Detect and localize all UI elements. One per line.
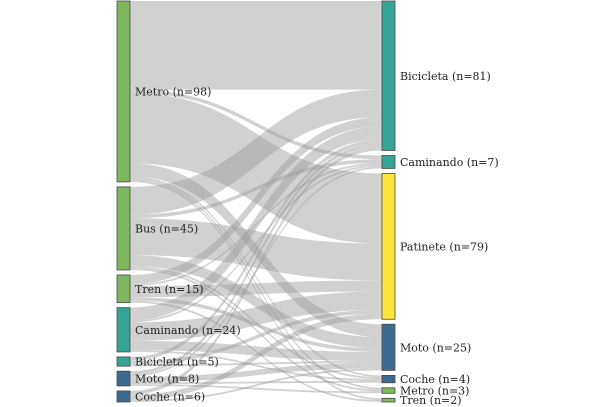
sankey-nodes xyxy=(116,0,396,403)
label-t-metro: Metro (n=3) xyxy=(400,385,469,398)
link-moto-to-caminando xyxy=(130,166,382,377)
link-caminando-to-caminando xyxy=(130,164,382,323)
link-bicicleta-to-bicicleta xyxy=(130,139,382,361)
link-tren-to-moto xyxy=(130,297,382,352)
link-bus-to-coche xyxy=(130,266,382,380)
node-t-tren xyxy=(381,397,396,403)
label-t-moto: Moto (n=25) xyxy=(400,341,471,354)
link-bicicleta-to-moto xyxy=(130,361,382,367)
link-moto-to-metro xyxy=(130,384,382,394)
link-metro-to-patinete xyxy=(130,93,382,244)
link-bus-to-moto xyxy=(130,255,382,349)
label-s-coche: Coche (n=6) xyxy=(135,390,205,403)
node-t-patinete xyxy=(381,173,396,320)
sankey-labels: Metro (n=98) Bus (n=45) Tren (n=15) Caminan… xyxy=(135,70,499,407)
link-tren-to-patinete xyxy=(130,280,382,298)
label-t-caminando: Caminando (n=7) xyxy=(400,156,499,169)
link-caminando-to-moto xyxy=(130,340,382,362)
link-coche-to-patinete xyxy=(130,313,382,401)
link-moto-to-moto xyxy=(130,363,382,383)
label-t-coche: Coche (n=4) xyxy=(400,373,470,386)
node-s-tren xyxy=(116,274,131,304)
node-t-coche xyxy=(381,374,396,384)
node-s-metro xyxy=(116,0,131,183)
node-t-caminando xyxy=(381,155,396,169)
link-tren-to-bicicleta xyxy=(130,117,382,285)
label-t-tren: Tren (n=2) xyxy=(400,394,462,407)
sankey-links xyxy=(130,1,382,402)
label-s-tren: Tren (n=15) xyxy=(135,283,204,296)
link-tren-to-tren xyxy=(130,300,382,402)
link-bus-to-bicicleta xyxy=(130,89,382,215)
link-moto-to-coche xyxy=(130,380,382,385)
node-t-moto xyxy=(381,323,396,371)
node-s-bus xyxy=(116,186,131,271)
label-t-patinete: Patinete (n=79) xyxy=(400,240,488,253)
link-metro-to-coche xyxy=(130,176,382,378)
link-coche-to-bicicleta xyxy=(130,146,382,395)
link-bus-to-patinete xyxy=(130,218,382,281)
link-tren-to-caminando xyxy=(130,162,382,287)
link-metro-to-moto xyxy=(130,163,382,338)
node-s-caminando xyxy=(116,307,131,353)
link-metro-to-caminando xyxy=(130,89,382,160)
link-bus-to-metro xyxy=(130,268,382,392)
link-moto-to-bicicleta xyxy=(130,143,382,375)
label-s-metro: Metro (n=98) xyxy=(135,85,211,98)
link-metro-to-tren xyxy=(130,180,382,401)
label-s-moto: Moto (n=8) xyxy=(135,373,199,386)
link-coche-to-moto xyxy=(130,368,382,402)
link-caminando-to-coche xyxy=(130,350,382,381)
node-t-bicicleta xyxy=(381,0,396,151)
link-caminando-to-patinete xyxy=(130,291,382,341)
node-s-bicicleta xyxy=(116,356,131,367)
label-s-caminando: Caminando (n=24) xyxy=(135,324,241,337)
link-caminando-to-bicicleta xyxy=(130,126,382,321)
link-bicicleta-to-patinete xyxy=(130,310,382,365)
label-s-bicicleta: Bicicleta (n=5) xyxy=(135,356,219,369)
node-s-coche xyxy=(116,390,131,403)
link-metro-to-metro xyxy=(130,178,382,390)
link-bus-to-caminando xyxy=(130,159,382,219)
link-metro-to-bicicleta xyxy=(130,1,382,90)
label-t-bicicleta: Bicicleta (n=81) xyxy=(400,70,491,83)
node-s-moto xyxy=(116,370,131,387)
label-s-bus: Bus (n=45) xyxy=(135,222,198,235)
node-t-metro xyxy=(381,387,396,394)
